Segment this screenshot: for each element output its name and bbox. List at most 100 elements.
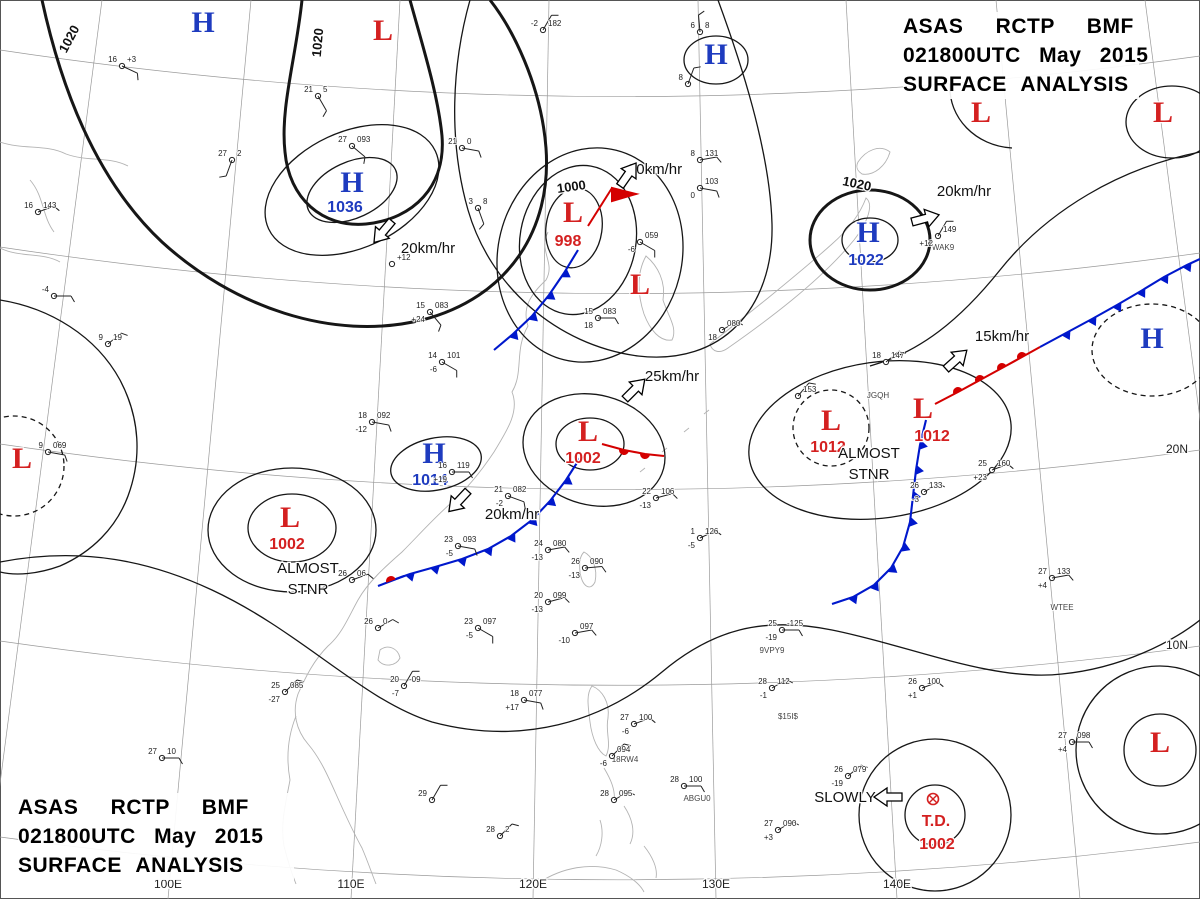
station-plot: 18 077 +17: [505, 688, 544, 713]
wind-barb: [923, 483, 939, 493]
station-plot: 26 0: [363, 616, 400, 632]
station-plot: 26 133 -3: [909, 480, 946, 505]
station-value-bottomleft: -1: [760, 691, 768, 700]
station-value-topleft: 26: [571, 557, 580, 566]
station-value-topright: 100: [927, 677, 941, 686]
wind-barb-tick: [672, 493, 678, 499]
pressure-value: 1002: [565, 450, 601, 467]
station-plot: 25 -125 -19: [765, 618, 805, 643]
isobar: [555, 417, 625, 471]
isobar-1020-bold: [282, 0, 444, 226]
isobar: [207, 467, 377, 593]
wind-barb: [574, 629, 592, 634]
wind-barb: [351, 573, 369, 581]
wind-barb: [1051, 574, 1069, 579]
station-value-topright: 101: [447, 351, 461, 360]
station-value-topleft: 9: [99, 333, 104, 342]
station-circle: [388, 260, 396, 268]
station-plot: 15 083 +24: [411, 300, 450, 332]
station-value-bottomleft: -10: [558, 636, 570, 645]
isobar-dashed: [0, 415, 65, 517]
station-plot: 26 079 -19: [831, 764, 868, 789]
station-plot: 16 143: [23, 200, 60, 216]
movement-label: 20km/hr: [628, 161, 682, 178]
station-value-bottomleft: +12: [919, 239, 933, 248]
station-value-topleft: 14: [428, 351, 437, 360]
movement-label: 25km/hr: [645, 368, 699, 385]
high-symbol: H: [856, 216, 879, 249]
td-circle: [926, 792, 940, 806]
isobar: [858, 738, 1012, 892]
station-value-topleft: 25: [978, 459, 987, 468]
low-symbol: L: [1150, 726, 1170, 759]
station-id: JGQH: [867, 391, 889, 400]
station-value-topleft: 24: [534, 539, 543, 548]
low-symbol: L: [280, 501, 300, 534]
wind-barb: [547, 597, 565, 603]
stationary-front-end: [377, 575, 405, 587]
td-label: T.D.: [922, 813, 950, 830]
station-value-topleft: 15: [584, 307, 593, 316]
station-value-topright: 059: [645, 231, 659, 240]
warm-front: [601, 442, 665, 459]
station-value-topleft: 25: [768, 619, 777, 628]
station-value-topright: 06: [357, 569, 366, 578]
station-value-bottomleft: -13: [531, 553, 543, 562]
low-symbol: L: [12, 442, 32, 475]
wind-barb: [507, 495, 525, 503]
station-value-topright: 080: [727, 319, 741, 328]
wind-barb-tick: [70, 295, 75, 303]
station-plot: 21 5: [303, 84, 329, 118]
wind-barb-tick: [591, 629, 597, 636]
wind-barb-tick: [700, 785, 705, 793]
station-plot: 25 160 +23: [973, 458, 1014, 483]
station-plot: 103 0: [690, 176, 720, 201]
station-plot: 23 097 -5: [463, 616, 498, 644]
wind-barb: [431, 785, 441, 801]
station-value-topleft: 27: [764, 819, 773, 828]
station-value-topright: 133: [929, 481, 943, 490]
station-value-topleft: 1: [691, 527, 696, 536]
station-value-bottomleft: -13: [531, 605, 543, 614]
station-value-bottomleft: -27: [268, 695, 280, 704]
station-value-topright: 100: [639, 713, 653, 722]
station-value-bottomleft: -7: [392, 689, 400, 698]
station-value-bottomleft: +4: [1038, 581, 1048, 590]
wind-barb-tick: [363, 156, 366, 164]
wind-barb: [477, 627, 493, 637]
pressure-value: 1014: [412, 472, 448, 489]
wind-barb: [584, 566, 602, 569]
isobar: [496, 147, 684, 363]
wind-barb-tick: [937, 681, 944, 688]
isobar: [1075, 665, 1200, 835]
station-value-topright: 149: [943, 225, 957, 234]
station-plot: 28 112 -1: [757, 676, 794, 701]
coastline-china-vietnam: [294, 231, 550, 885]
wind-barb-tick: [219, 175, 227, 178]
isobar: [306, 156, 398, 224]
station-value-topleft: 9: [39, 441, 44, 450]
station-value-bottomleft: -6: [600, 759, 608, 768]
wind-barb-tick: [1068, 574, 1074, 581]
movement-arrow: [939, 342, 974, 377]
station-value-topleft: 28: [600, 789, 609, 798]
station-value-topleft: 27: [620, 713, 629, 722]
station-value-topright: 133: [1057, 567, 1071, 576]
wind-barb: [698, 15, 701, 33]
wind-barb-tick: [649, 717, 656, 724]
station-plot: 9 069: [38, 440, 68, 462]
movement-label: 20km/hr: [401, 240, 455, 257]
station-plot: -2 182: [530, 14, 563, 34]
isobar-dashed: [792, 389, 870, 467]
station-value-topleft: 20: [390, 675, 399, 684]
wind-barb: [377, 619, 393, 629]
station-value-topleft: 6: [691, 21, 696, 30]
wind-barb-tick: [601, 566, 607, 573]
station-plot: 27 2: [217, 148, 243, 178]
longitude-label: 120E: [519, 877, 547, 891]
station-value-topleft: 18: [872, 351, 881, 360]
movement-label: 20km/hr: [485, 506, 539, 523]
isobar-label: 1000: [556, 177, 587, 196]
station-plot: 080 18: [707, 318, 744, 343]
wind-barb-tick: [523, 501, 526, 509]
